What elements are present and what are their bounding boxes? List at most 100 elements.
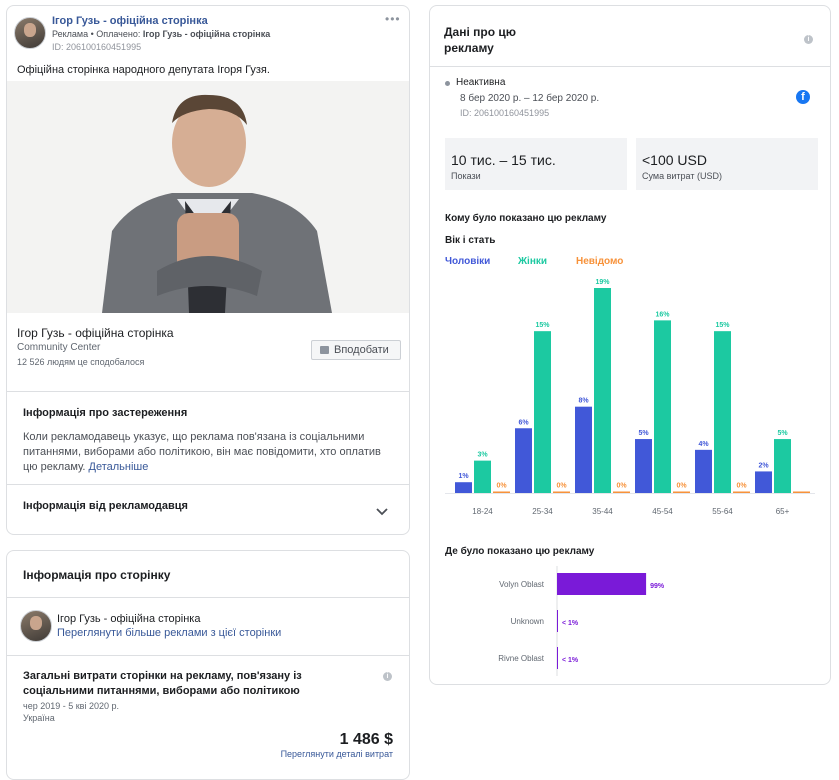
disclaimer-text-body: Коли рекламодавець указує, що реклама по… <box>23 431 381 473</box>
bar-45-54-2 <box>673 491 690 493</box>
bar-18-24-0 <box>455 482 472 493</box>
like-button-label: Вподобати <box>334 344 389 356</box>
data-label: 1% <box>458 473 469 480</box>
ad-footer-likes: 12 526 людям це сподобалося <box>17 357 145 367</box>
chevron-down-icon[interactable] <box>376 508 388 516</box>
data-label: 3% <box>477 452 488 459</box>
bar-65+-0 <box>755 471 772 493</box>
tick-label: 35-44 <box>592 507 613 516</box>
ad-status: Неактивна <box>456 77 506 88</box>
locations-title: Де було показано цю рекламу <box>445 546 595 557</box>
audience-title: Кому було показано цю рекламу <box>445 213 607 224</box>
tick-label: 45-54 <box>652 507 673 516</box>
bar-35-44-2 <box>613 491 630 493</box>
sponsored-line: Реклама • Оплачено: Ігор Гузь - офіційна… <box>52 29 270 39</box>
tick-label: Rivne Oblast <box>498 654 545 663</box>
data-label: 2% <box>758 462 769 469</box>
tick-label: 25-34 <box>532 507 553 516</box>
legend-men: Чоловіки <box>445 256 491 267</box>
ad-image[interactable] <box>7 81 409 313</box>
bar-65+-1 <box>774 439 791 493</box>
page-avatar[interactable] <box>14 17 46 49</box>
bar-55-64-1 <box>714 331 731 493</box>
impressions-value: 10 тис. – 15 тис. <box>451 152 556 168</box>
tick-label: 18-24 <box>472 507 493 516</box>
bar-35-44-1 <box>594 288 611 493</box>
divider <box>7 597 409 598</box>
data-label: 5% <box>777 430 788 437</box>
paid-by: Ігор Гузь - офіційна сторінка <box>142 29 271 39</box>
spend-value: <100 USD <box>642 152 707 168</box>
data-label: 15% <box>715 322 730 329</box>
data-label: 6% <box>518 419 529 426</box>
spend-details-link[interactable]: Переглянути деталі витрат <box>280 749 393 759</box>
thumbs-up-icon <box>320 346 329 354</box>
legend-unknown: Невідомо <box>576 256 624 267</box>
data-label: 0% <box>616 483 627 490</box>
like-button[interactable]: Вподобати <box>311 340 401 360</box>
tick-label: 65+ <box>776 507 790 516</box>
ad-data-card: Дані про цю рекламу i Неактивна 8 бер 20… <box>429 5 831 685</box>
data-label: 99% <box>650 583 665 590</box>
data-label: < 1% <box>562 620 579 627</box>
locations-chart: Volyn Oblast 99% Unknown < 1% Rivne Oblast < … <box>498 566 665 676</box>
advertiser-info-row[interactable]: Інформація від рекламодавця <box>7 485 409 533</box>
info-icon[interactable]: i <box>383 672 392 681</box>
data-label: 16% <box>655 311 670 318</box>
data-label: < 1% <box>562 657 579 664</box>
legend-women: Жінки <box>518 256 548 267</box>
facebook-icon: f <box>796 90 810 104</box>
ad-dates: 8 бер 2020 р. – 12 бер 2020 р. <box>460 93 600 104</box>
divider <box>7 655 409 656</box>
data-label: 0% <box>556 483 567 490</box>
impressions-box: 10 тис. – 15 тис. Покази <box>445 138 627 190</box>
page-info-avatar[interactable] <box>20 610 52 642</box>
page-info-title: Інформація про сторінку <box>23 568 171 582</box>
data-label: 15% <box>535 322 550 329</box>
age-gender-title: Вік і стать <box>445 235 496 246</box>
bar-25-34-2 <box>553 491 570 493</box>
bar-45-54-1 <box>654 320 671 493</box>
ad-data-title: Дані про цю рекламу <box>444 25 517 55</box>
ad-page-name[interactable]: Ігор Гузь - офіційна сторінка <box>52 15 208 27</box>
data-label: 0% <box>496 483 507 490</box>
bar-45-54-0 <box>635 439 652 493</box>
ad-data-id: ID: 206100160451995 <box>460 108 550 118</box>
data-label: 5% <box>638 430 649 437</box>
bar-55-64-0 <box>695 449 712 493</box>
bar-65+-2 <box>793 491 810 493</box>
page-spend-period: чер 2019 - 5 кві 2020 р. <box>23 701 119 711</box>
advertiser-info-title: Інформація від рекламодавця <box>23 500 188 512</box>
disclaimer-text: Коли рекламодавець указує, що реклама по… <box>23 430 388 475</box>
spend-label: Сума витрат (USD) <box>642 171 722 181</box>
page-info-page-name: Ігор Гузь - офіційна сторінка <box>57 613 201 625</box>
tick-label: 55-64 <box>712 507 733 516</box>
ad-preview-card: Ігор Гузь - офіційна сторінка Реклама • … <box>6 5 410 535</box>
bar-35-44-0 <box>575 406 592 493</box>
bar-18-24-1 <box>474 460 491 493</box>
bar-25-34-0 <box>515 428 532 493</box>
ad-footer-category: Community Center <box>17 342 101 353</box>
status-dot <box>445 81 450 86</box>
disclaimer-details-link[interactable]: Детальніше <box>88 461 149 473</box>
data-label: 0% <box>676 483 687 490</box>
bar-55-64-2 <box>733 491 750 493</box>
page-spend-title: Загальні витрати сторінки на рекламу, по… <box>23 670 302 697</box>
page-info-card: Інформація про сторінку Ігор Гузь - офіц… <box>6 550 410 780</box>
tick-label: Volyn Oblast <box>499 580 545 589</box>
more-dots-icon[interactable]: ••• <box>385 12 401 26</box>
info-icon[interactable]: i <box>804 35 813 44</box>
more-ads-link[interactable]: Переглянути більше реклами з цієї сторін… <box>57 627 282 639</box>
bar-25-34-1 <box>534 331 551 493</box>
impressions-label: Покази <box>451 171 481 181</box>
sponsored-label: Реклама • Оплачено: <box>52 29 143 39</box>
location-bar <box>557 610 558 632</box>
spend-box: <100 USD Сума витрат (USD) <box>636 138 818 190</box>
page-spend-amount: 1 486 $ <box>339 731 393 748</box>
page-spend-country: Україна <box>23 713 55 723</box>
disclaimer-title: Інформація про застереження <box>23 407 188 419</box>
location-bar <box>557 647 558 669</box>
tick-label: Unknown <box>511 617 544 626</box>
age-gender-chart: 1% 3% 0% 18-24 6% 15% 0% 25-34 8% 19% 0% 35-44 5% 16%… <box>445 279 815 516</box>
ad-footer-title: Ігор Гузь - офіційна сторінка <box>17 326 174 340</box>
